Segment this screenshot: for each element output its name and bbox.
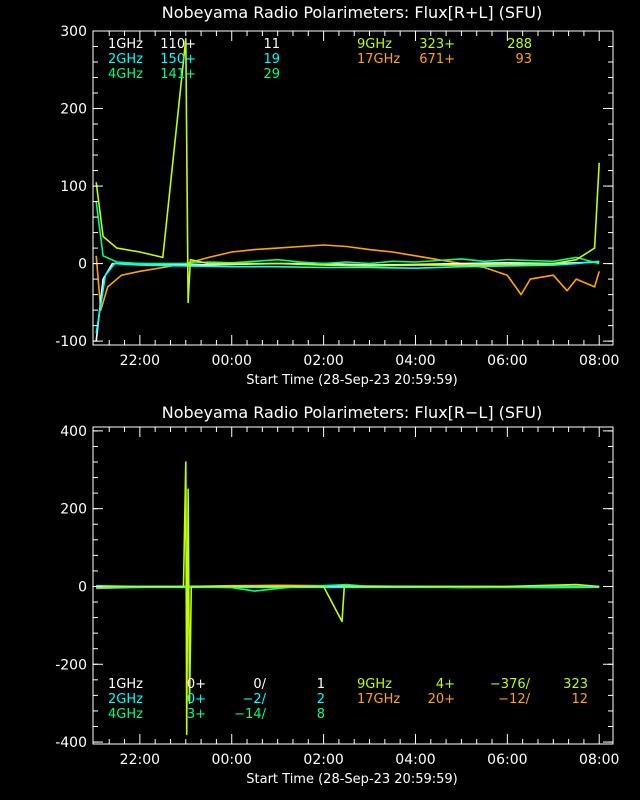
top-legend-4ghz-value: 141+	[160, 67, 196, 82]
bottom-legend-2ghz-value: −2/	[242, 692, 266, 707]
top-legend-17ghz-value: 93	[515, 52, 532, 67]
bottom-y-tick-label: -400	[55, 735, 87, 751]
bottom-x-tick-label: 06:00	[487, 752, 527, 768]
top-series-line-17ghz	[95, 244, 600, 311]
bottom-legend-9ghz-value: 323	[563, 677, 588, 692]
bottom-x-tick-label: 08:00	[579, 752, 619, 768]
bottom-chart-title: Nobeyama Radio Polarimeters: Flux[R−L] (…	[162, 403, 542, 422]
bottom-x-axis: 22:00 00:00 02:00 04:00 06:00 08:00	[108, 427, 619, 768]
top-series-line-4ghz	[95, 201, 600, 265]
top-series-line-9ghz	[95, 37, 600, 304]
top-x-axis: 22:00 00:00 02:00 04:00 06:00 08:00	[108, 31, 619, 369]
bottom-legend-4ghz-value: 3+	[187, 707, 206, 722]
bottom-legend-17ghz-name: 17GHz	[357, 692, 400, 707]
bottom-y-tick-label: 200	[60, 502, 87, 518]
top-x-tick-label: 00:00	[212, 353, 252, 369]
top-y-tick-label: 300	[60, 24, 87, 40]
top-plot-series	[95, 37, 600, 342]
top-y-tick-label: -100	[55, 334, 87, 350]
bottom-y-tick-label: -200	[55, 657, 87, 673]
top-legend-17ghz-value: 671+	[419, 52, 455, 67]
top-series-line-2ghz	[95, 260, 600, 334]
bottom-y-axis: -400 -200 0 200 400	[55, 424, 613, 751]
top-legend-1ghz-value: 110+	[160, 37, 196, 52]
top-legend-4ghz-name: 4GHz	[108, 67, 143, 82]
bottom-legend-2ghz-name: 2GHz	[108, 692, 143, 707]
bottom-legend-9ghz-name: 9GHz	[357, 677, 392, 692]
top-x-tick-label: 06:00	[487, 353, 527, 369]
panel-bottom: Nobeyama Radio Polarimeters: Flux[R−L] (…	[55, 403, 619, 787]
bottom-legend-1ghz-value: 0+	[187, 677, 206, 692]
top-y-tick-label: 0	[78, 257, 87, 273]
bottom-x-tick-label: 22:00	[120, 752, 160, 768]
top-chart-title: Nobeyama Radio Polarimeters: Flux[R+L] (…	[162, 3, 542, 22]
top-y-tick-label: 200	[60, 102, 87, 118]
top-legend-9ghz-value: 288	[507, 37, 532, 52]
bottom-legend-17ghz-value: 20+	[428, 692, 455, 707]
top-legend-1ghz-value: 11	[263, 37, 280, 52]
top-y-axis: -100 0 100 200 300	[55, 24, 613, 350]
bottom-x-axis-label: Start Time (28-Sep-23 20:59:59)	[246, 772, 457, 787]
top-x-tick-label: 22:00	[120, 353, 160, 369]
bottom-legend-17ghz-value: 12	[571, 692, 588, 707]
top-legend-9ghz-value: 323+	[419, 37, 455, 52]
bottom-x-tick-label: 04:00	[395, 752, 435, 768]
top-series-line-1ghz	[95, 261, 600, 342]
bottom-y-tick-label: 400	[60, 424, 87, 440]
bottom-legend-4ghz-value: −14/	[234, 707, 266, 722]
bottom-plot-frame	[92, 426, 614, 745]
top-legend-4ghz-value: 29	[263, 67, 280, 82]
bottom-legend-9ghz-value: 4+	[436, 677, 455, 692]
top-legend-2ghz-value: 150+	[160, 52, 196, 67]
top-legend-1ghz-name: 1GHz	[108, 37, 143, 52]
bottom-legend-1ghz-value: 1	[317, 677, 325, 692]
top-plot-frame	[92, 30, 614, 346]
top-legend-9ghz-name: 9GHz	[357, 37, 392, 52]
top-x-tick-label: 02:00	[303, 353, 343, 369]
bottom-legend-9ghz-value: −376/	[490, 677, 531, 692]
top-x-tick-label: 04:00	[395, 353, 435, 369]
bottom-legend-2ghz-value: 2	[317, 692, 325, 707]
bottom-legend-17ghz-value: −12/	[498, 692, 530, 707]
bottom-series-line-9ghz	[96, 461, 600, 736]
top-legend-2ghz-value: 19	[263, 52, 280, 67]
bottom-legend-1ghz-value: 0/	[253, 677, 266, 692]
bottom-legend-4ghz-value: 8	[317, 707, 325, 722]
top-x-axis-label: Start Time (28-Sep-23 20:59:59)	[246, 373, 457, 388]
bottom-legend: 1GHz 0+ 0/1 2GHz 0+ −2/2 4GHz 3+ −14/8 9GHz 4+ −376…	[108, 677, 588, 722]
panel-top: Nobeyama Radio Polarimeters: Flux[R+L] (…	[55, 3, 619, 388]
top-legend-2ghz-name: 2GHz	[108, 52, 143, 67]
top-legend: 1GHz 110+ 11 2GHz 150+ 19 4GHz 141+ 29 9GHz 323+ 28…	[108, 37, 532, 82]
top-legend-17ghz-name: 17GHz	[357, 52, 400, 67]
bottom-legend-1ghz-name: 1GHz	[108, 677, 143, 692]
bottom-legend-2ghz-value: 0+	[187, 692, 206, 707]
bottom-y-tick-label: 0	[78, 579, 87, 595]
bottom-plot-series	[96, 461, 600, 736]
top-x-tick-label: 08:00	[579, 353, 619, 369]
bottom-x-tick-label: 00:00	[212, 752, 252, 768]
top-y-tick-label: 100	[60, 179, 87, 195]
bottom-x-tick-label: 02:00	[303, 752, 343, 768]
bottom-legend-4ghz-name: 4GHz	[108, 707, 143, 722]
